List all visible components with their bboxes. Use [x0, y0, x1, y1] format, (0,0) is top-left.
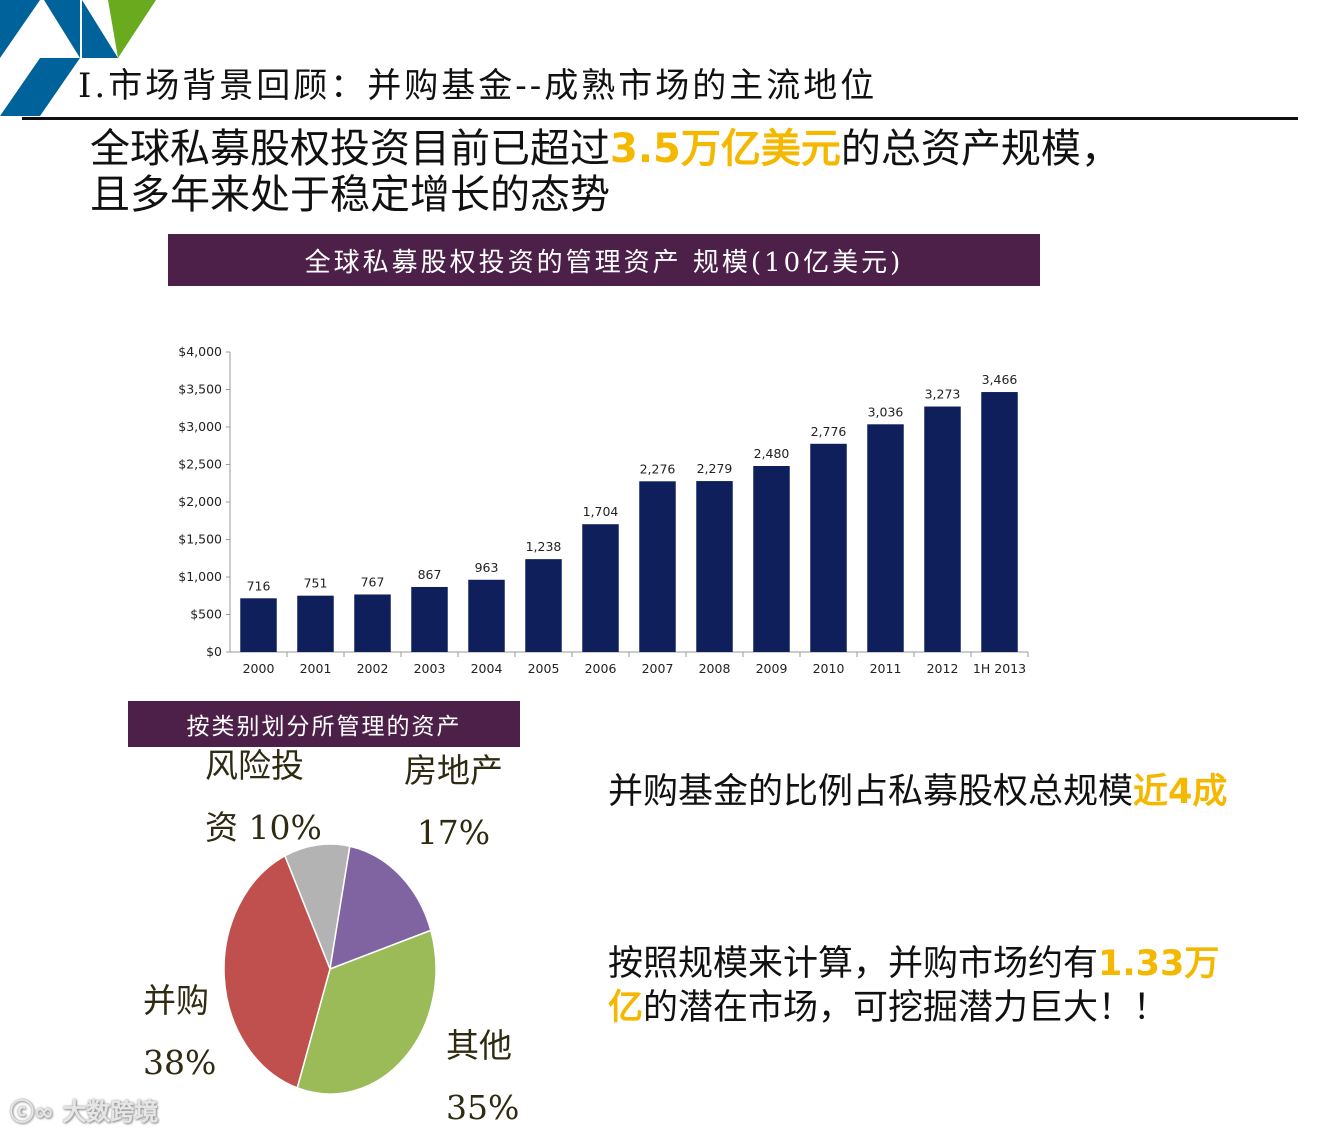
category-chart-banner: 按类别划分所管理的资产 [128, 701, 520, 747]
pie-label-vc: 风险投 资 10% [205, 735, 322, 859]
headline-line-1: 全球私募股权投资目前已超过3.5万亿美元的总资产规模， [90, 126, 1121, 172]
point-1-highlight: 近4成 [1133, 772, 1228, 812]
bar-value-label: 2,276 [640, 461, 676, 476]
x-tick-label: 1H 2013 [973, 661, 1026, 676]
bar-value-label: 1,238 [526, 539, 562, 554]
pie-label-realestate-line2: 17% [416, 813, 491, 852]
headline-prefix: 全球私募股权投资目前已超过 [90, 126, 610, 172]
pie-label-other-line1: 其他 [446, 1026, 512, 1065]
point-2-suffix: 的潜在市场，可挖掘潜力巨大！！ [643, 988, 1169, 1028]
title-divider [22, 117, 1298, 120]
y-tick-label: $2,500 [178, 457, 222, 472]
x-tick-label: 2005 [528, 661, 560, 676]
bar [810, 443, 847, 652]
bar-value-label: 2,480 [754, 446, 790, 461]
y-tick-label: $0 [206, 644, 222, 659]
pie-label-buyout-line2: 38% [143, 1043, 217, 1082]
bar [297, 595, 334, 652]
pie-label-realestate: 房地产 17% [404, 740, 503, 864]
category-pie-chart [223, 843, 437, 1095]
pie-slice [329, 845, 432, 971]
pie-label-other: 其他 35% [446, 1015, 519, 1139]
bar [639, 481, 676, 652]
point-market-size: 按照规模来计算，并购市场约有1.33万亿的潜在市场，可挖掘潜力巨大！！ [608, 942, 1248, 1030]
aum-chart-banner: 全球私募股权投资的管理资产 规模(10亿美元) [168, 234, 1040, 286]
bar-value-label: 1,704 [583, 504, 619, 519]
bar-value-label: 3,466 [982, 372, 1018, 387]
y-tick-label: $500 [190, 607, 222, 622]
y-tick-label: $1,500 [178, 532, 222, 547]
corner-decoration [0, 0, 156, 116]
bar [924, 406, 961, 652]
y-tick-label: $2,000 [178, 494, 222, 509]
bar [468, 579, 505, 652]
x-tick-label: 2000 [243, 661, 275, 676]
bar [867, 424, 904, 652]
point-2-text: 按照规模来计算，并购市场约有 [608, 944, 1099, 984]
x-tick-label: 2008 [699, 661, 731, 676]
aum-bar-chart: $0 $500 $1,000 $1,500 $2,000 $2,500 $3,000 $3,5… [178, 344, 1029, 676]
pie-label-buyout: 并购 38% [143, 970, 216, 1094]
page-title: I.市场背景回顾：并购基金--成熟市场的主流地位 [78, 66, 878, 106]
x-tick-label: 2004 [471, 661, 503, 676]
pie-slice [296, 929, 437, 1095]
bar-value-label: 751 [304, 576, 328, 591]
pie-label-realestate-line1: 房地产 [404, 751, 503, 790]
point-2-highlight: 1.33万亿 [608, 944, 1220, 1028]
bar [696, 481, 733, 652]
bar-value-label: 716 [247, 578, 271, 593]
x-tick-label: 2002 [357, 661, 389, 676]
bar [354, 594, 391, 652]
bar-value-label: 2,776 [811, 424, 847, 439]
pie-slice [283, 843, 351, 972]
bar-value-label: 767 [361, 574, 385, 589]
y-tick-label: $4,000 [178, 344, 222, 359]
x-tick-label: 2003 [414, 661, 446, 676]
bar-value-label: 3,036 [868, 404, 904, 419]
bar-value-label: 3,273 [925, 387, 961, 402]
headline-line-2: 且多年来处于稳定增长的态势 [90, 172, 610, 218]
watermark-text: 大数跨境 [62, 1098, 159, 1126]
pie-label-vc-line2: 资 10% [205, 808, 322, 847]
headline-highlight: 3.5万亿美元 [610, 126, 841, 172]
x-tick-label: 2012 [927, 661, 959, 676]
y-tick-label: $3,500 [178, 382, 222, 397]
x-tick-label: 2011 [870, 661, 902, 676]
pie-slice [223, 854, 331, 1089]
point-1-text: 并购基金的比例占私募股权总规模 [608, 772, 1134, 812]
pie-label-other-line2: 35% [446, 1088, 520, 1127]
bar [525, 559, 562, 652]
bar [582, 524, 619, 652]
bar [753, 466, 790, 652]
x-tick-label: 2007 [642, 661, 674, 676]
bar [981, 392, 1018, 652]
bar [411, 586, 448, 652]
y-tick-label: $3,000 [178, 419, 222, 434]
point-buyout-share: 并购基金的比例占私募股权总规模近4成 [608, 770, 1248, 814]
headline-suffix: 的总资产规模， [840, 126, 1121, 172]
headline: 全球私募股权投资目前已超过3.5万亿美元的总资产规模， 且多年来处于稳定增长的态… [90, 126, 1121, 218]
bar-value-label: 963 [475, 560, 499, 575]
pie-label-vc-line1: 风险投 [205, 746, 304, 785]
x-tick-label: 2006 [585, 661, 617, 676]
x-tick-label: 2001 [300, 661, 332, 676]
x-tick-label: 2010 [813, 661, 845, 676]
bar-value-label: 2,279 [697, 461, 733, 476]
watermark: ⓒ∞ 大数跨境 [10, 1098, 159, 1126]
x-tick-label: 2009 [756, 661, 788, 676]
pie-label-buyout-line1: 并购 [143, 981, 209, 1020]
bar [240, 598, 277, 652]
y-tick-label: $1,000 [178, 569, 222, 584]
bar-value-label: 867 [418, 567, 442, 582]
